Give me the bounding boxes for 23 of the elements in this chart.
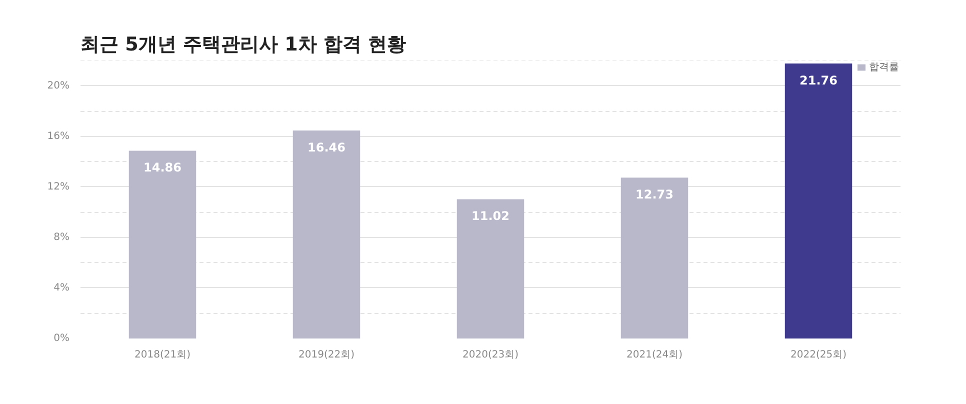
data-label: 12.73 [636, 188, 674, 202]
legend-label: 합격률 [869, 61, 899, 74]
x-tick-label: 2022(25회) [790, 350, 847, 360]
chart-title: 최근 5개년 주택관리사 1차 합격 현황 [80, 34, 406, 56]
bar [620, 178, 688, 338]
x-tick-label: 2021(24회) [626, 350, 683, 360]
bar [456, 199, 524, 338]
y-tick-label: 0% [54, 333, 70, 344]
y-tick-label: 8% [54, 232, 70, 243]
data-label: 16.46 [308, 140, 346, 155]
data-label: 14.86 [144, 160, 182, 175]
bar [292, 130, 360, 338]
y-tick-label: 20% [47, 80, 70, 92]
data-label: 21.76 [800, 74, 838, 88]
data-label: 11.02 [472, 209, 510, 224]
x-tick-label: 2018(21회) [134, 350, 191, 360]
bar [128, 150, 196, 338]
y-tick-label: 12% [47, 181, 70, 192]
y-tick-label: 16% [47, 130, 70, 142]
x-tick-label: 2019(22회) [298, 350, 355, 360]
bar [784, 64, 852, 338]
y-tick-label: 4% [54, 282, 70, 294]
x-tick-label: 2020(23회) [462, 350, 519, 360]
